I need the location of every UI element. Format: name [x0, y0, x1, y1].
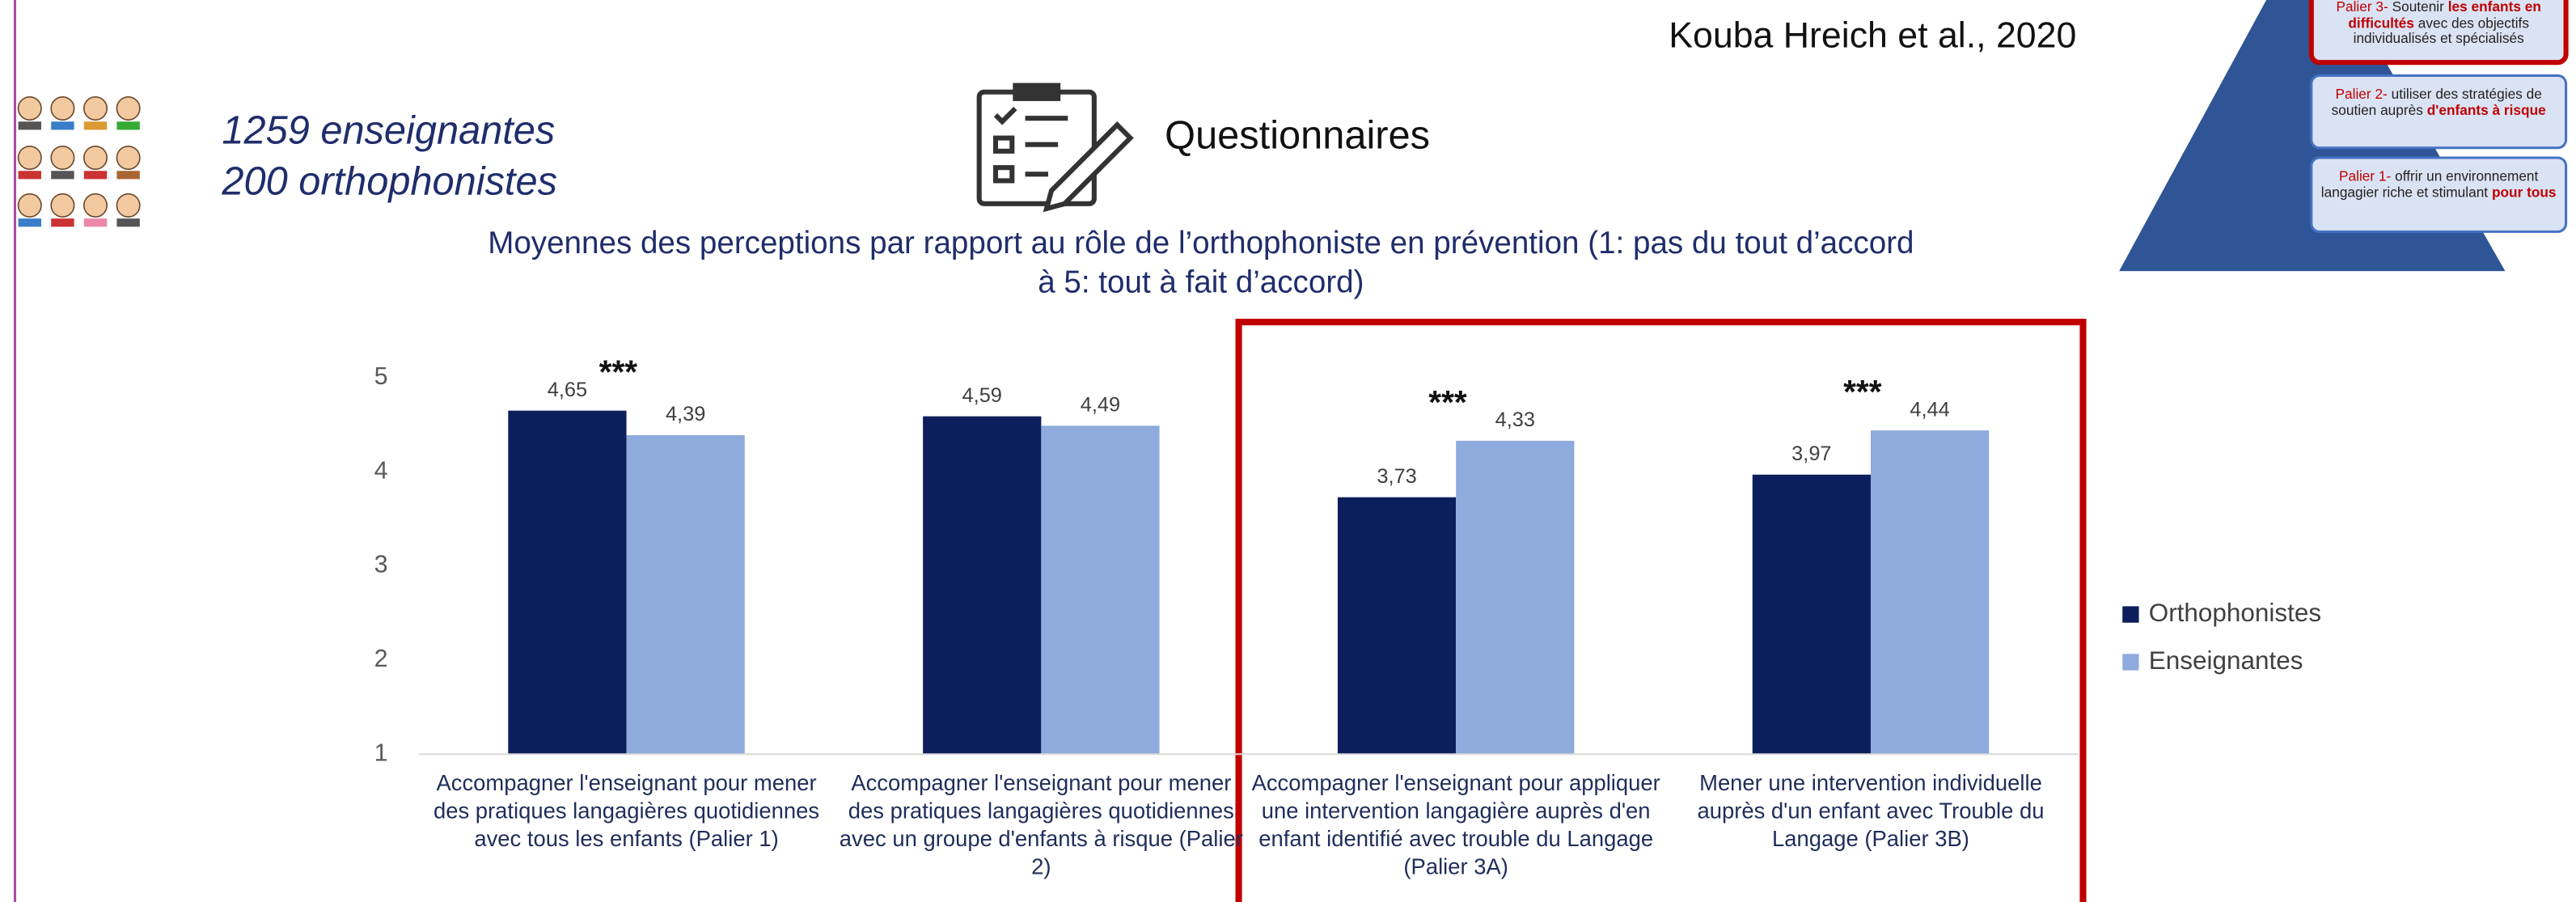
questionnaire-icon — [979, 86, 1131, 209]
x-tick-label: Accompagner l'enseignant pour appliquer … — [1249, 769, 1664, 880]
pyramid-text: Soutenir — [2392, 0, 2444, 15]
bar — [1041, 426, 1159, 754]
pyramid-box: Palier 1- offrir un environnement langag… — [2315, 163, 2563, 201]
pyramid-box: Palier 3- Soutenir les enfants en diffic… — [2315, 0, 2563, 47]
pyramid-text: pour tous — [2492, 183, 2557, 199]
bar — [627, 435, 745, 754]
y-tick-label: 5 — [374, 362, 388, 390]
x-tick-label: Mener une intervention individuelle aupr… — [1664, 769, 2079, 853]
value-label: 4,33 — [1495, 409, 1535, 431]
bar — [508, 411, 626, 755]
value-label: 4,49 — [1081, 394, 1120, 417]
method: Questionnaires — [1165, 113, 1430, 157]
pyramid-text: Palier 2- — [2336, 86, 2388, 102]
bar — [1338, 498, 1456, 755]
pyramid: Palier 3- Soutenir les enfants en diffic… — [2119, 0, 2565, 271]
value-label: 4,65 — [548, 379, 587, 401]
y-tick-label: 2 — [374, 645, 388, 672]
x-tick-label: Accompagner l'enseignant pour mener des … — [834, 769, 1249, 880]
value-label: 3,73 — [1377, 465, 1416, 488]
bar — [1871, 430, 1989, 754]
significance-label: *** — [1843, 373, 1882, 410]
y-tick-label: 1 — [374, 739, 388, 766]
value-label: 4,44 — [1910, 398, 1949, 421]
significance-label: *** — [599, 354, 638, 391]
value-label: 4,59 — [962, 384, 1002, 407]
pyramid-text: Palier 3- — [2336, 0, 2388, 15]
bar — [923, 417, 1041, 755]
legend-swatch — [2122, 654, 2138, 670]
people-icon — [19, 97, 140, 227]
chart: 1 2 3 4 5 4,65 4,39 *** Accompagner l'enseignant… — [374, 354, 2322, 902]
legend-label: Orthophonistes — [2149, 599, 2321, 627]
significance-label: *** — [1428, 383, 1467, 421]
participants: 200 orthophonistes — [221, 159, 557, 203]
y-tick-label: 4 — [374, 456, 388, 484]
pyramid-text: d'enfants à risque — [2427, 101, 2546, 117]
value-label: 4,39 — [666, 403, 705, 426]
bar — [1456, 441, 1574, 754]
pyramid-text: Palier 1- — [2339, 167, 2391, 184]
y-tick-label: 3 — [374, 551, 388, 578]
participants: 1259 enseignantes — [222, 108, 555, 152]
slide: 1259 enseignantes 200 orthophonistes Que… — [0, 0, 2576, 902]
value-label: 3,97 — [1791, 443, 1831, 465]
legend-label: Enseignantes — [2149, 646, 2303, 675]
pyramid-box: Palier 2- utiliser des stratégies de sou… — [2315, 81, 2563, 119]
x-tick-label: Accompagner l'enseignant pour mener des … — [419, 769, 834, 853]
legend-swatch — [2122, 606, 2138, 622]
chart-title: Moyennes des perceptions par rapport au … — [484, 225, 1917, 303]
bar — [1753, 475, 1871, 754]
citation: Kouba Hreich et al., 2020 — [1669, 16, 2076, 56]
